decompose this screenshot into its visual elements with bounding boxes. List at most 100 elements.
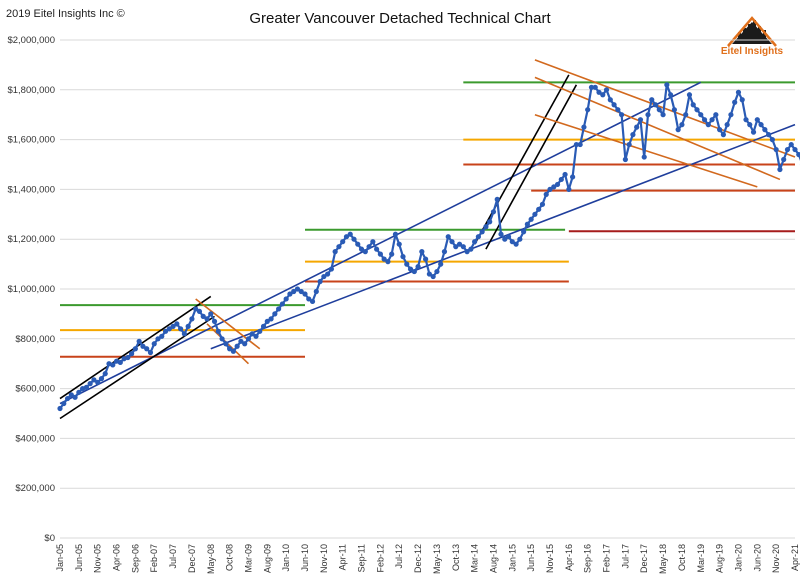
- price-point: [283, 296, 289, 302]
- x-tick-label: Jan-05: [55, 544, 65, 572]
- x-tick-label: Aug-09: [262, 544, 272, 573]
- x-tick-label: Mar-19: [696, 544, 706, 573]
- price-point: [664, 82, 670, 88]
- price-point: [728, 112, 734, 118]
- price-point: [155, 336, 161, 342]
- x-tick-label: Apr-11: [338, 544, 348, 570]
- price-point: [739, 97, 745, 103]
- price-point: [641, 154, 647, 160]
- price-point: [713, 112, 719, 118]
- price-point: [464, 249, 470, 255]
- price-point: [441, 249, 448, 255]
- price-point: [679, 122, 685, 128]
- price-point: [204, 316, 210, 322]
- price-point: [490, 209, 497, 215]
- price-point: [505, 234, 512, 240]
- x-tick-label: Oct-18: [677, 544, 687, 571]
- y-axis-labels: $0 $200,000 $400,000 $600,000 $800,000 $1,000…: [7, 35, 55, 544]
- price-point: [558, 176, 564, 183]
- price-point: [570, 174, 576, 180]
- price-point: [539, 201, 546, 207]
- x-tick-label: Apr-21: [790, 544, 800, 571]
- price-point: [389, 251, 395, 257]
- price-point: [732, 99, 738, 105]
- price-point: [129, 351, 135, 357]
- x-tick-label: Dec-12: [413, 544, 423, 573]
- price-point: [532, 211, 538, 217]
- price-point: [340, 239, 346, 245]
- price-point: [456, 241, 463, 247]
- y-tick-label: $800,000: [15, 334, 55, 345]
- price-point: [717, 127, 723, 133]
- trend-line: [485, 84, 578, 250]
- price-point: [449, 239, 455, 245]
- price-point: [366, 244, 372, 250]
- x-tick-label: Jul-12: [394, 544, 404, 569]
- price-point: [102, 371, 108, 377]
- x-tick-label: Sep-06: [130, 544, 140, 573]
- x-tick-label: Sep-16: [583, 544, 593, 573]
- price-point: [98, 376, 105, 382]
- price-point: [125, 354, 131, 361]
- price-point: [313, 288, 319, 295]
- price-point: [170, 323, 176, 329]
- price-point: [781, 156, 787, 163]
- price-point: [445, 234, 451, 240]
- price-point: [494, 196, 500, 202]
- price-point: [630, 132, 636, 138]
- price-point: [566, 186, 572, 192]
- price-point: [68, 392, 74, 398]
- price-point: [592, 84, 598, 90]
- x-tick-label: Nov-20: [771, 544, 781, 573]
- price-point: [392, 231, 399, 237]
- price-point: [211, 318, 218, 324]
- price-point: [656, 107, 662, 113]
- trend-line: [59, 315, 215, 420]
- trend-line: [534, 113, 758, 188]
- price-point: [777, 166, 783, 173]
- price-point: [600, 92, 606, 98]
- price-point: [645, 112, 651, 118]
- price-point: [189, 316, 195, 322]
- price-point: [174, 321, 180, 327]
- price-point: [193, 306, 199, 312]
- x-tick-label: Jan-15: [507, 544, 517, 572]
- price-point: [178, 326, 184, 332]
- y-tick-label: $2,000,000: [7, 35, 55, 46]
- price-point: [502, 236, 508, 242]
- price-point: [260, 323, 267, 329]
- price-point: [758, 122, 764, 128]
- copyright-label: 2019 Eitel Insights Inc ©: [6, 8, 125, 20]
- price-point: [460, 244, 466, 250]
- price-point: [166, 326, 172, 332]
- x-tick-label: Jun-15: [526, 544, 536, 572]
- price-point: [181, 331, 187, 337]
- price-point: [294, 286, 301, 292]
- price-point: [253, 333, 259, 339]
- skyline-icon: [727, 16, 777, 47]
- price-point: [720, 132, 726, 138]
- price-point: [675, 127, 681, 133]
- price-point: [336, 244, 342, 250]
- price-point: [588, 84, 595, 90]
- price-point: [668, 92, 674, 98]
- price-point: [72, 394, 78, 400]
- trend-line: [59, 81, 702, 405]
- x-tick-label: Dec-07: [187, 544, 197, 573]
- x-tick-label: May-13: [432, 544, 442, 574]
- x-tick-label: Nov-10: [319, 544, 329, 573]
- x-tick-label: Apr-06: [112, 544, 122, 571]
- price-point: [140, 343, 146, 349]
- price-point: [796, 151, 800, 158]
- price-point: [622, 156, 628, 163]
- price-point: [784, 146, 791, 153]
- price-point: [279, 301, 285, 307]
- price-point: [701, 117, 708, 123]
- x-tick-label: Mar-14: [470, 544, 480, 573]
- price-point: [347, 231, 353, 237]
- price-point: [61, 400, 67, 407]
- price-point: [475, 234, 481, 240]
- price-point: [411, 268, 417, 275]
- price-point: [219, 336, 225, 342]
- price-point: [407, 266, 414, 272]
